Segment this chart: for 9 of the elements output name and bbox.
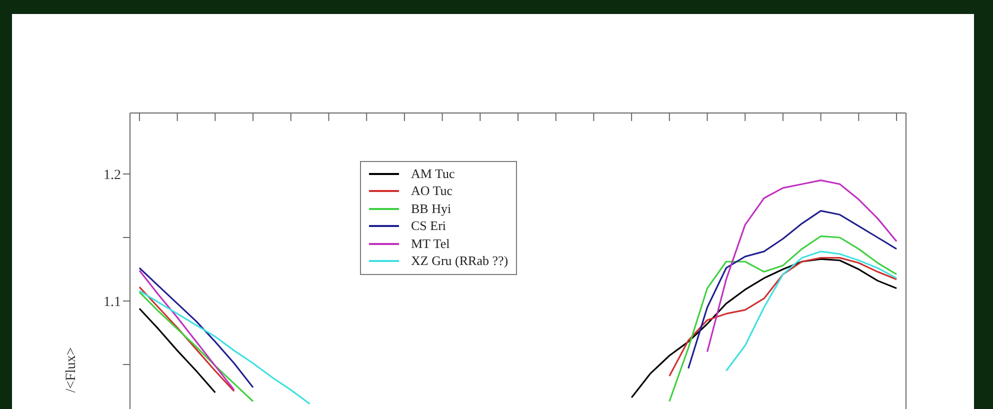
legend-label: CS Eri — [411, 218, 446, 234]
y-tick-label: 1.1 — [104, 294, 121, 310]
legend-label: AO Tuc — [411, 183, 453, 200]
legend-label: AM Tuc — [411, 166, 455, 182]
y-axis-title: /<Flux> — [64, 347, 80, 393]
legend-label: XZ Gru (RRab ??) — [411, 253, 508, 270]
y-tick-label: 1.2 — [104, 168, 121, 183]
legend-label: BB Hyi — [411, 200, 452, 217]
legend-label: MT Tel — [411, 236, 450, 252]
